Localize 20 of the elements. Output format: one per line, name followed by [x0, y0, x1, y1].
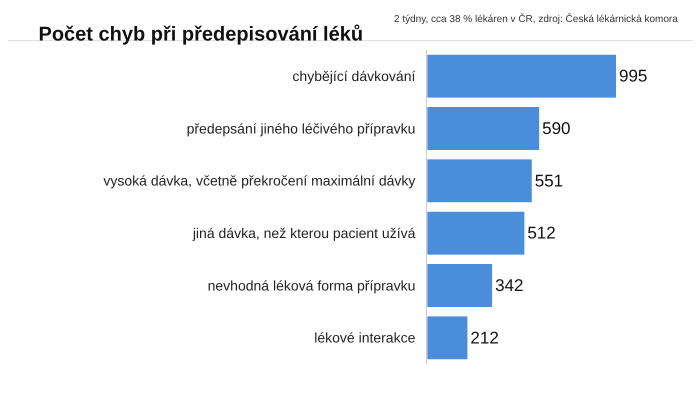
bar [427, 264, 492, 307]
data-label: 551 [534, 171, 564, 190]
y-tick-label: vysoká dávka, včetně překročení maximální dávky [103, 172, 416, 189]
y-tick-label: nevhodná léková forma přípravku [208, 277, 416, 294]
y-tick-label: předepsání jiného léčivého přípravku [186, 120, 416, 136]
data-label: 512 [527, 224, 556, 243]
text: Počet chyb při předepisování léků [38, 23, 364, 46]
bar [427, 212, 524, 255]
y-tick-label: jiná dávka, než kterou pacient užívá [192, 225, 416, 242]
data-label: 995 [619, 66, 648, 86]
data-label: 212 [470, 328, 499, 348]
data-label: 590 [542, 119, 571, 138]
bar [427, 159, 532, 202]
y-tick-label: lékové interakce [314, 330, 416, 346]
bar [427, 316, 468, 360]
data-label: 342 [495, 276, 524, 295]
bar [427, 107, 540, 150]
y-tick-label: chybějící dávkování [292, 68, 416, 84]
bar [427, 54, 616, 98]
chart-subtitle: 2 týdny, cca 38 % lékáren v ČR, zdroj: Česká lékárnická komora [394, 13, 678, 25]
